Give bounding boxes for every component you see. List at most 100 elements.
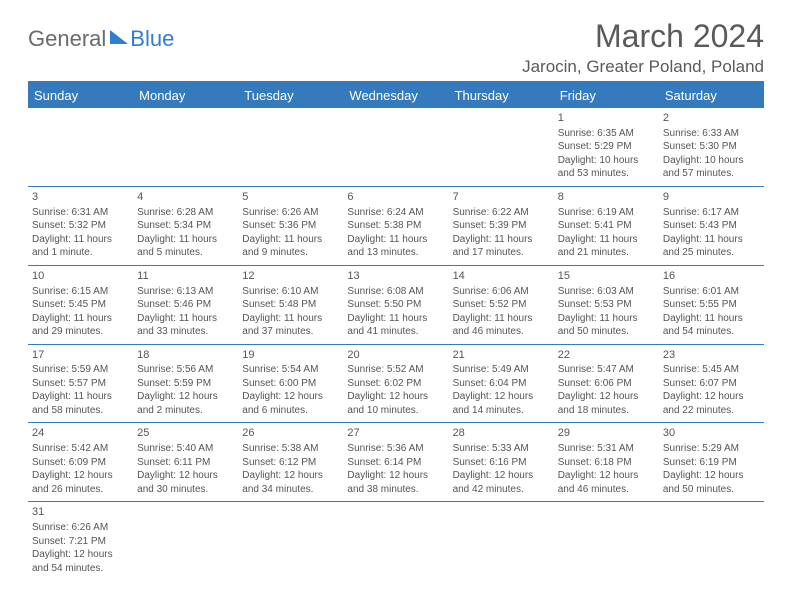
day-info-line: and 50 minutes. (663, 483, 760, 497)
calendar-day-cell (554, 502, 659, 580)
day-info-line: Sunrise: 6:17 AM (663, 206, 760, 220)
calendar-day-cell: 13Sunrise: 6:08 AMSunset: 5:50 PMDayligh… (343, 265, 448, 344)
calendar-week-row: 24Sunrise: 5:42 AMSunset: 6:09 PM Dayligh… (28, 423, 764, 502)
day-number: 18 (137, 348, 234, 363)
calendar-day-cell: 3Sunrise: 6:31 AMSunset: 5:32 PMDaylight… (28, 186, 133, 265)
day-info-line: Sunrise: 6:01 AM (663, 285, 760, 299)
day-info-line: and 2 minutes. (137, 404, 234, 418)
day-info-line: Sunset: 6:09 PM (32, 456, 129, 470)
day-info-line: Daylight: 11 hours (558, 312, 655, 326)
day-info-line: Sunrise: 5:38 AM (242, 442, 339, 456)
day-info-line: Sunset: 5:30 PM (663, 140, 760, 154)
day-info-line: Sunset: 5:53 PM (558, 298, 655, 312)
day-info-line: and 13 minutes. (347, 246, 444, 260)
day-info-line: Daylight: 11 hours (242, 312, 339, 326)
day-number: 10 (32, 269, 129, 284)
day-number: 13 (347, 269, 444, 284)
day-number: 7 (453, 190, 550, 205)
calendar-day-cell (238, 502, 343, 580)
day-info-line: Sunset: 6:06 PM (558, 377, 655, 391)
calendar-day-cell (238, 108, 343, 186)
calendar-day-cell: 20Sunrise: 5:52 AMSunset: 6:02 PMDayligh… (343, 344, 448, 423)
col-wednesday: Wednesday (343, 82, 448, 108)
day-number: 31 (32, 505, 129, 520)
calendar-day-cell: 29Sunrise: 5:31 AMSunset: 6:18 PMDayligh… (554, 423, 659, 502)
col-thursday: Thursday (449, 82, 554, 108)
col-monday: Monday (133, 82, 238, 108)
day-info-line: Sunset: 6:18 PM (558, 456, 655, 470)
day-info-line: Sunset: 5:48 PM (242, 298, 339, 312)
calendar-day-cell: 7Sunrise: 6:22 AMSunset: 5:39 PMDaylight… (449, 186, 554, 265)
day-info-line: Daylight: 12 hours (347, 390, 444, 404)
day-number: 4 (137, 190, 234, 205)
day-info-line: Daylight: 11 hours (137, 312, 234, 326)
day-info-line: Daylight: 12 hours (242, 469, 339, 483)
day-info-line: Daylight: 12 hours (242, 390, 339, 404)
day-info-line: Daylight: 12 hours (453, 390, 550, 404)
day-number: 20 (347, 348, 444, 363)
day-info-line: and 14 minutes. (453, 404, 550, 418)
day-info-line: Sunrise: 5:56 AM (137, 363, 234, 377)
calendar-day-cell: 15Sunrise: 6:03 AMSunset: 5:53 PMDayligh… (554, 265, 659, 344)
day-info-line: Daylight: 12 hours (558, 390, 655, 404)
day-info-line: Sunset: 5:57 PM (32, 377, 129, 391)
calendar-week-row: 31Sunrise: 6:26 AMSunset: 7:21 PMDayligh… (28, 502, 764, 580)
day-info-line: Sunrise: 5:36 AM (347, 442, 444, 456)
day-info-line: Sunset: 6:00 PM (242, 377, 339, 391)
day-info-line: Sunset: 5:59 PM (137, 377, 234, 391)
calendar-day-cell: 24Sunrise: 5:42 AMSunset: 6:09 PMDayligh… (28, 423, 133, 502)
day-number: 23 (663, 348, 760, 363)
day-info-line: Sunset: 5:29 PM (558, 140, 655, 154)
day-info-line: Sunrise: 6:10 AM (242, 285, 339, 299)
calendar-week-row: 17Sunrise: 5:59 AMSunset: 5:57 PMDayligh… (28, 344, 764, 423)
day-info-line: and 9 minutes. (242, 246, 339, 260)
day-info-line: Sunset: 5:50 PM (347, 298, 444, 312)
calendar-day-cell: 6Sunrise: 6:24 AMSunset: 5:38 PMDaylight… (343, 186, 448, 265)
day-number: 8 (558, 190, 655, 205)
day-info-line: and 38 minutes. (347, 483, 444, 497)
day-info-line: and 30 minutes. (137, 483, 234, 497)
day-number: 6 (347, 190, 444, 205)
col-sunday: Sunday (28, 82, 133, 108)
calendar-day-cell: 23Sunrise: 5:45 AMSunset: 6:07 PMDayligh… (659, 344, 764, 423)
day-info-line: Daylight: 12 hours (32, 548, 129, 562)
day-info-line: and 25 minutes. (663, 246, 760, 260)
header: General Blue March 2024 Jarocin, Greater… (28, 18, 764, 77)
day-info-line: Daylight: 10 hours (558, 154, 655, 168)
day-info-line: Sunrise: 6:26 AM (32, 521, 129, 535)
day-number: 2 (663, 111, 760, 126)
day-info-line: Sunset: 5:38 PM (347, 219, 444, 233)
day-info-line: Daylight: 11 hours (32, 390, 129, 404)
day-info-line: Sunrise: 6:15 AM (32, 285, 129, 299)
day-info-line: Sunset: 5:43 PM (663, 219, 760, 233)
calendar-day-cell: 5Sunrise: 6:26 AMSunset: 5:36 PMDaylight… (238, 186, 343, 265)
day-info-line: Daylight: 12 hours (453, 469, 550, 483)
day-number: 24 (32, 426, 129, 441)
calendar-day-cell: 12Sunrise: 6:10 AMSunset: 5:48 PMDayligh… (238, 265, 343, 344)
day-info-line: and 6 minutes. (242, 404, 339, 418)
day-number: 17 (32, 348, 129, 363)
day-number: 15 (558, 269, 655, 284)
day-info-line: Daylight: 11 hours (663, 312, 760, 326)
day-info-line: Sunrise: 6:28 AM (137, 206, 234, 220)
day-info-line: Sunrise: 6:06 AM (453, 285, 550, 299)
calendar-day-cell: 26Sunrise: 5:38 AMSunset: 6:12 PMDayligh… (238, 423, 343, 502)
day-info-line: and 41 minutes. (347, 325, 444, 339)
day-info-line: Sunrise: 6:31 AM (32, 206, 129, 220)
day-info-line: and 54 minutes. (32, 562, 129, 576)
calendar-day-cell: 8Sunrise: 6:19 AMSunset: 5:41 PMDaylight… (554, 186, 659, 265)
calendar-day-cell: 9Sunrise: 6:17 AMSunset: 5:43 PMDaylight… (659, 186, 764, 265)
title-block: March 2024 Jarocin, Greater Poland, Pola… (522, 18, 764, 77)
day-info-line: Sunset: 5:34 PM (137, 219, 234, 233)
day-info-line: Sunrise: 6:35 AM (558, 127, 655, 141)
day-info-line: Daylight: 11 hours (347, 312, 444, 326)
col-tuesday: Tuesday (238, 82, 343, 108)
calendar-day-cell (133, 108, 238, 186)
calendar-day-cell: 25Sunrise: 5:40 AMSunset: 6:11 PMDayligh… (133, 423, 238, 502)
calendar-day-cell: 11Sunrise: 6:13 AMSunset: 5:46 PMDayligh… (133, 265, 238, 344)
day-info-line: Sunrise: 5:49 AM (453, 363, 550, 377)
day-info-line: Daylight: 11 hours (137, 233, 234, 247)
day-info-line: Sunrise: 5:42 AM (32, 442, 129, 456)
day-info-line: Sunrise: 5:45 AM (663, 363, 760, 377)
day-number: 5 (242, 190, 339, 205)
